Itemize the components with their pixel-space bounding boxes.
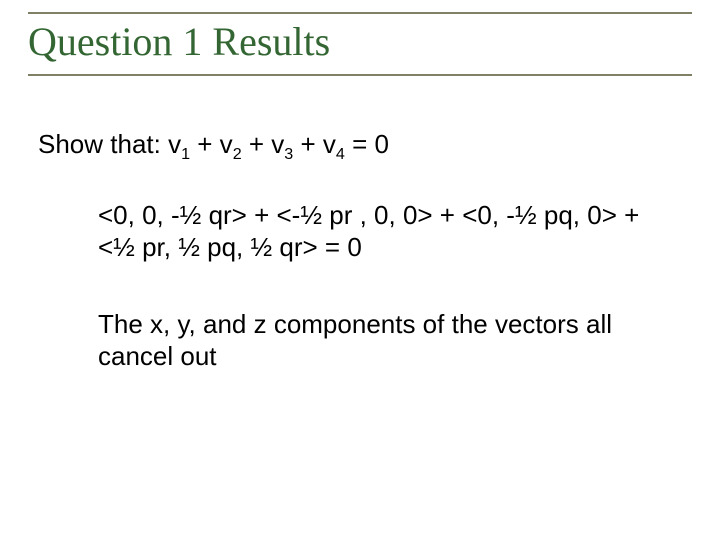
title-underline <box>28 74 692 76</box>
plus-c: + v <box>293 129 336 159</box>
show-that-line: Show that: v1 + v2 + v3 + v4 = 0 <box>38 128 678 161</box>
explanation-text: The x, y, and z components of the vector… <box>98 308 658 373</box>
show-that-tail: = 0 <box>345 129 389 159</box>
slide: Question 1 Results Show that: v1 + v2 + … <box>0 0 720 540</box>
plus-b: + v <box>242 129 285 159</box>
slide-title: Question 1 Results <box>28 20 692 72</box>
subscript-2: 2 <box>233 145 242 163</box>
vector-equation: <0, 0, -½ qr> + <-½ pr , 0, 0> + <0, -½ … <box>98 199 658 264</box>
plus-a: + v <box>190 129 233 159</box>
subscript-3: 3 <box>284 145 293 163</box>
show-that-prefix: Show that: v <box>38 129 181 159</box>
subscript-4: 4 <box>336 145 345 163</box>
title-block: Question 1 Results <box>28 12 692 76</box>
slide-body: Show that: v1 + v2 + v3 + v4 = 0 <0, 0, … <box>38 128 678 373</box>
subscript-1: 1 <box>181 145 190 163</box>
